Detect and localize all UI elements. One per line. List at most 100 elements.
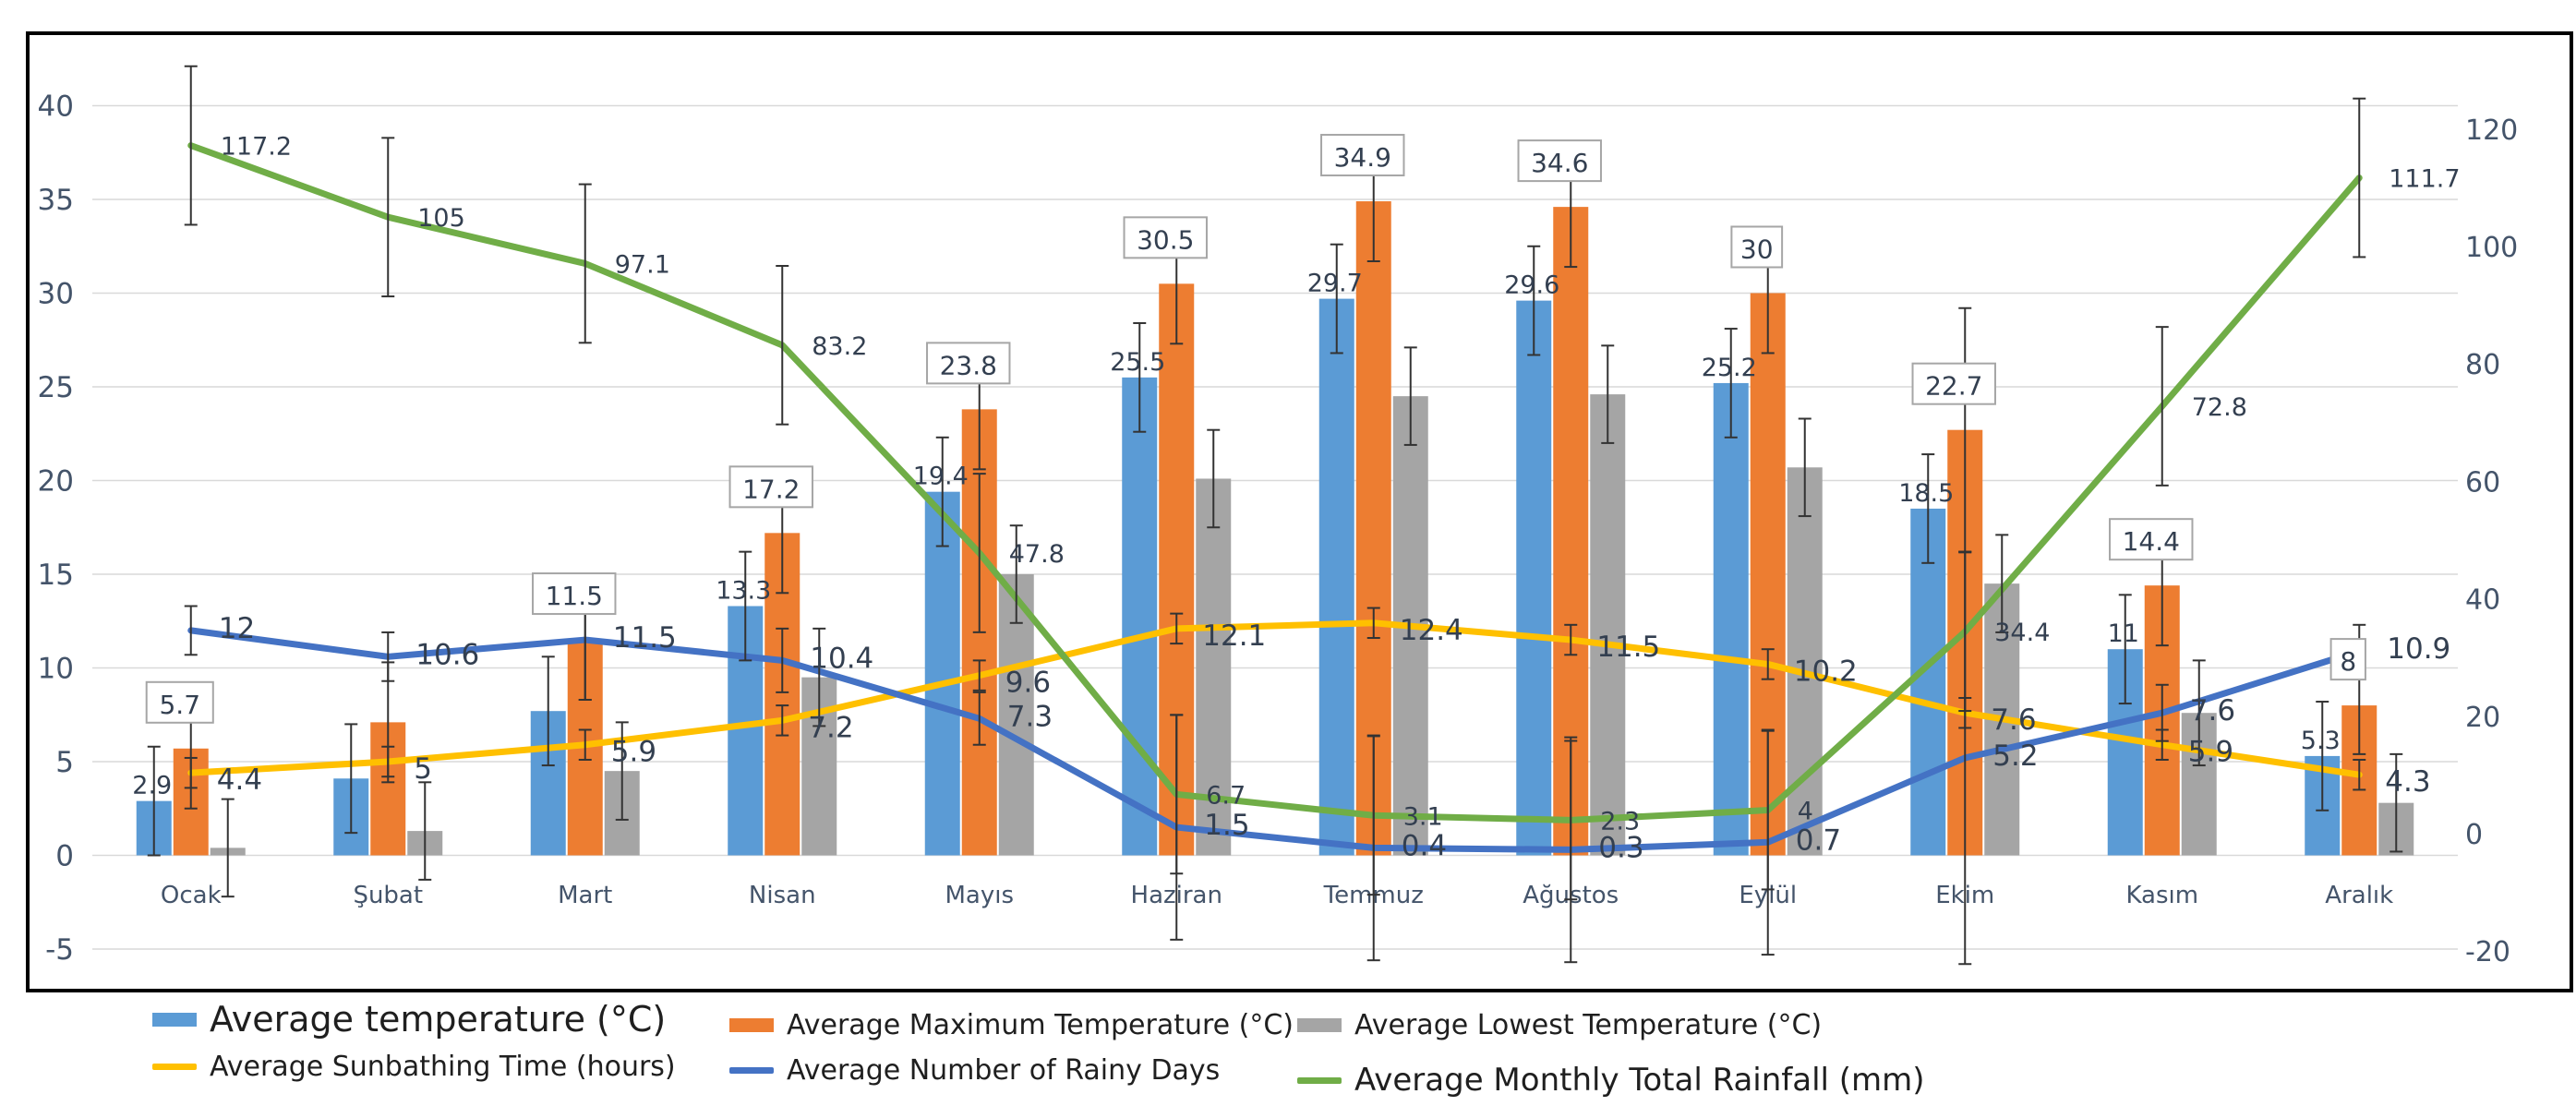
data-label: 2.9 — [132, 772, 172, 800]
left-tick-label: 35 — [38, 184, 74, 217]
right-tick-label: 120 — [2465, 114, 2518, 147]
data-label-box — [1517, 139, 1602, 183]
bar — [1318, 298, 1354, 856]
data-label: 105 — [417, 204, 465, 233]
left-tick-label: 20 — [38, 465, 74, 499]
legend-item-low-temp: Average Lowest Temperature (°C) — [1297, 1009, 1822, 1041]
data-label: 10.9 — [2387, 632, 2450, 666]
data-label: 8 — [2340, 646, 2356, 677]
right-tick-label: -20 — [2465, 936, 2510, 968]
bar — [1910, 508, 1946, 856]
bar — [1713, 382, 1749, 856]
legend-item-sunbathing: Average Sunbathing Time (hours) — [152, 1051, 676, 1083]
left-tick-label: 25 — [38, 371, 74, 404]
bar — [1516, 300, 1552, 856]
data-label: 17.2 — [742, 474, 800, 504]
data-label: 12.1 — [1202, 619, 1266, 653]
data-label: 34.4 — [1994, 619, 2050, 647]
data-label: 97.1 — [615, 250, 670, 279]
data-label: 10.6 — [415, 638, 479, 671]
right-axis: -20 0 20 40 60 80 100 120 — [2465, 114, 2518, 968]
data-label: 5.3 — [2301, 727, 2341, 755]
left-tick-label: 30 — [38, 278, 74, 311]
data-label-box — [1123, 216, 1208, 259]
data-label: 23.8 — [940, 350, 997, 380]
bar — [1590, 394, 1626, 856]
data-label: 9.6 — [1005, 667, 1051, 700]
bar — [1122, 377, 1158, 856]
data-label: 4 — [1798, 798, 1813, 826]
data-label: 7.6 — [1991, 703, 2036, 737]
legend-label: Average temperature (°C) — [210, 999, 667, 1040]
bar — [1196, 478, 1232, 856]
data-label: 5 — [414, 752, 432, 786]
data-label: 11 — [2108, 619, 2139, 648]
legend-label: Average Monthly Total Rainfall (mm) — [1354, 1062, 1925, 1099]
data-label-box — [1320, 134, 1405, 177]
right-tick-label: 40 — [2465, 584, 2500, 617]
category-label: Şubat — [353, 882, 423, 909]
data-label: 3.1 — [1403, 802, 1443, 831]
combo-chart: -5 0 5 10 15 20 25 30 35 40 -20 0 20 40 60 80 100 120 Oc… — [26, 31, 2573, 992]
data-label: 14.4 — [2123, 526, 2180, 557]
data-label: 83.2 — [812, 332, 867, 361]
data-label-box — [1730, 225, 1784, 269]
data-label: 29.7 — [1307, 270, 1363, 298]
data-label-box — [1911, 362, 1996, 405]
line-series — [187, 142, 2363, 853]
gridlines — [92, 104, 2458, 950]
legend-line-blue — [729, 1067, 774, 1074]
category-label: Mayıs — [945, 882, 1014, 909]
data-label: 11.5 — [1596, 631, 1660, 664]
legend-item-rainy-days: Average Number of Rainy Days — [729, 1054, 1220, 1087]
left-tick-label: 40 — [38, 90, 74, 124]
data-label: 5.7 — [159, 690, 200, 720]
data-label: 7.3 — [1007, 700, 1053, 733]
right-tick-label: 20 — [2465, 702, 2500, 734]
data-label: 34.6 — [1531, 148, 1588, 178]
data-label: 30.5 — [1137, 224, 1194, 255]
data-label: 22.7 — [1925, 371, 1982, 402]
data-label: 25.2 — [1702, 354, 1757, 382]
legend: Average temperature (°C) Average Maximum… — [152, 995, 2184, 1115]
legend-swatch-gray — [1297, 1018, 1342, 1032]
legend-item-rainfall: Average Monthly Total Rainfall (mm) — [1297, 1062, 1925, 1099]
data-label: 10.2 — [1794, 655, 1858, 688]
data-label: 7.6 — [2190, 694, 2235, 727]
data-label: 117.2 — [221, 133, 292, 162]
data-label: 25.5 — [1110, 348, 1165, 377]
data-label: 4.3 — [2385, 765, 2430, 799]
data-label: 7.2 — [808, 711, 853, 744]
data-label: 1.5 — [1204, 809, 1249, 842]
legend-label: Average Sunbathing Time (hours) — [210, 1051, 676, 1083]
legend-swatch-blue — [152, 1012, 197, 1027]
legend-line-green — [1297, 1076, 1342, 1084]
data-label: 0.7 — [1796, 823, 1841, 857]
error-bars — [147, 65, 2403, 966]
data-label: 10.4 — [810, 642, 873, 675]
data-label: 2.3 — [1600, 807, 1640, 835]
legend-label: Average Number of Rainy Days — [787, 1054, 1221, 1087]
data-label: 5.2 — [1992, 739, 2038, 773]
data-labels: 2.9 13.3 19.4 25.5 29.7 29.6 25.2 18.5 11 5.3 5.7 1… — [132, 133, 2460, 865]
legend-swatch-orange — [729, 1018, 774, 1032]
left-tick-label: 5 — [55, 746, 74, 779]
data-label: 5.9 — [2188, 736, 2233, 769]
series-line — [187, 627, 2363, 853]
data-label: 34.9 — [1334, 142, 1391, 173]
left-tick-label: -5 — [45, 933, 74, 967]
legend-label: Average Maximum Temperature (°C) — [787, 1009, 1294, 1041]
data-label: 72.8 — [2192, 393, 2247, 422]
right-tick-label: 0 — [2465, 819, 2483, 851]
right-tick-label: 60 — [2465, 466, 2500, 499]
left-axis: -5 0 5 10 15 20 25 30 35 40 — [38, 90, 74, 968]
bar — [924, 491, 960, 856]
data-label: 11.5 — [613, 621, 677, 655]
data-label: 13.3 — [716, 577, 771, 606]
series-line — [187, 619, 2363, 778]
category-label: Kasım — [2125, 882, 2198, 909]
data-label-box — [2109, 518, 2194, 561]
data-label: 4.4 — [217, 763, 262, 797]
data-label-box — [145, 680, 214, 724]
